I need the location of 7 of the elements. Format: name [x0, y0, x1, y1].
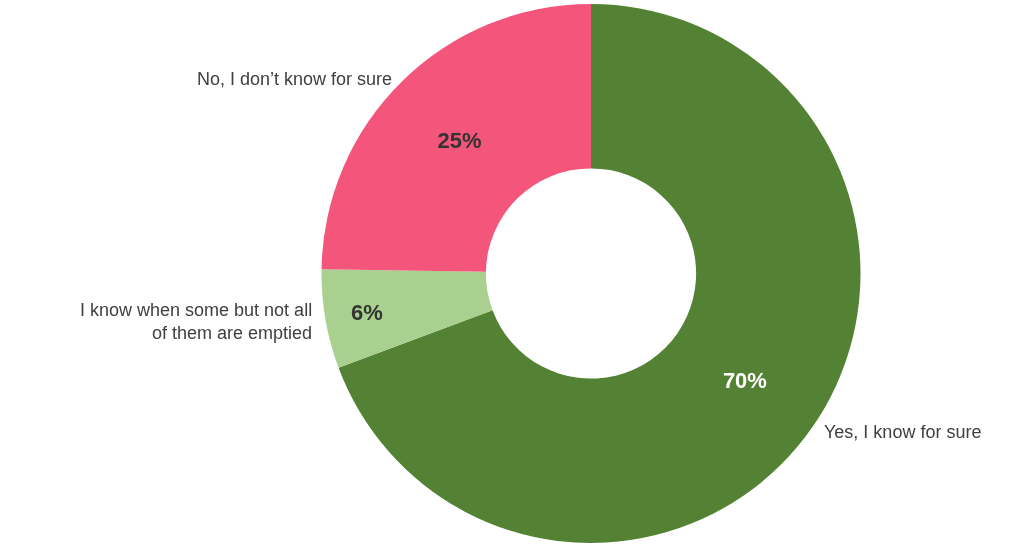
slice-label: Yes, I know for sure	[824, 422, 982, 442]
slice-label: I know when some but not all of them are emptied	[80, 300, 313, 344]
data-label: 6%	[351, 299, 383, 325]
slice-label: No, I don’t know for sure	[197, 69, 393, 89]
data-label: 70%	[722, 367, 767, 393]
data-label: 25%	[437, 127, 482, 153]
donut-slice	[321, 269, 493, 368]
